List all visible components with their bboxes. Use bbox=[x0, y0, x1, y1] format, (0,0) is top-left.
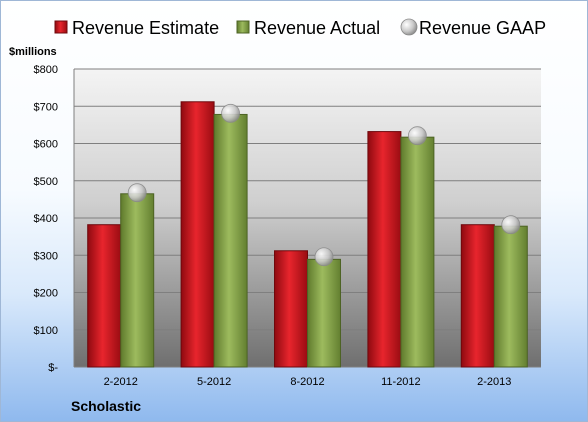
x-tick-label: 2-2012 bbox=[104, 376, 138, 388]
bar-revenue-actual bbox=[307, 258, 341, 368]
legend-label: Revenue GAAP bbox=[419, 18, 546, 38]
marker-revenue-gaap bbox=[407, 126, 427, 146]
bar-revenue-estimate bbox=[180, 101, 215, 368]
y-tick-label: $600 bbox=[34, 139, 58, 151]
bar-revenue-estimate bbox=[367, 131, 402, 368]
y-tick-label: $200 bbox=[34, 288, 58, 300]
y-tick-label: $700 bbox=[34, 101, 58, 113]
x-tick-label: 8-2012 bbox=[290, 376, 324, 388]
legend: Revenue Estimate Revenue Actual Revenue GA… bbox=[54, 18, 546, 38]
bars bbox=[87, 101, 528, 368]
marker-revenue-gaap bbox=[221, 103, 241, 123]
bar-revenue-estimate bbox=[460, 224, 495, 368]
y-axis: $- $100 $200 $300 $400 $500 $600 $700 $800 bbox=[34, 64, 75, 374]
bar-revenue-estimate bbox=[87, 224, 122, 368]
marker-revenue-gaap bbox=[127, 183, 147, 203]
y-tick-label: $300 bbox=[34, 250, 58, 262]
bar-revenue-estimate bbox=[274, 250, 308, 368]
legend-label: Revenue Estimate bbox=[72, 18, 219, 38]
y-tick-label: $500 bbox=[34, 176, 58, 188]
bar-revenue-actual bbox=[120, 193, 155, 368]
legend-swatch bbox=[400, 18, 418, 36]
marker-revenue-gaap bbox=[314, 247, 334, 267]
x-axis: 2-2012 5-2012 8-2012 11-2012 2-2013 bbox=[104, 376, 512, 388]
x-tick-label: 11-2012 bbox=[381, 376, 421, 388]
bar-revenue-actual bbox=[400, 136, 435, 368]
unit-label: $millions bbox=[9, 46, 57, 58]
gaap-markers bbox=[127, 103, 521, 267]
legend-swatch bbox=[54, 20, 68, 34]
x-tick-label: 5-2012 bbox=[197, 376, 231, 388]
company-label: Scholastic bbox=[71, 398, 141, 414]
legend-swatch bbox=[236, 20, 250, 34]
y-tick-label: $400 bbox=[34, 213, 58, 225]
y-tick-label: $100 bbox=[34, 325, 58, 337]
x-tick-label: 2-2013 bbox=[477, 376, 511, 388]
bar-revenue-actual bbox=[213, 113, 248, 368]
bar-revenue-actual bbox=[493, 225, 528, 368]
marker-revenue-gaap bbox=[501, 215, 521, 235]
y-tick-label: $800 bbox=[34, 64, 58, 76]
y-tick-label: $- bbox=[48, 362, 58, 374]
legend-label: Revenue Actual bbox=[254, 18, 380, 38]
